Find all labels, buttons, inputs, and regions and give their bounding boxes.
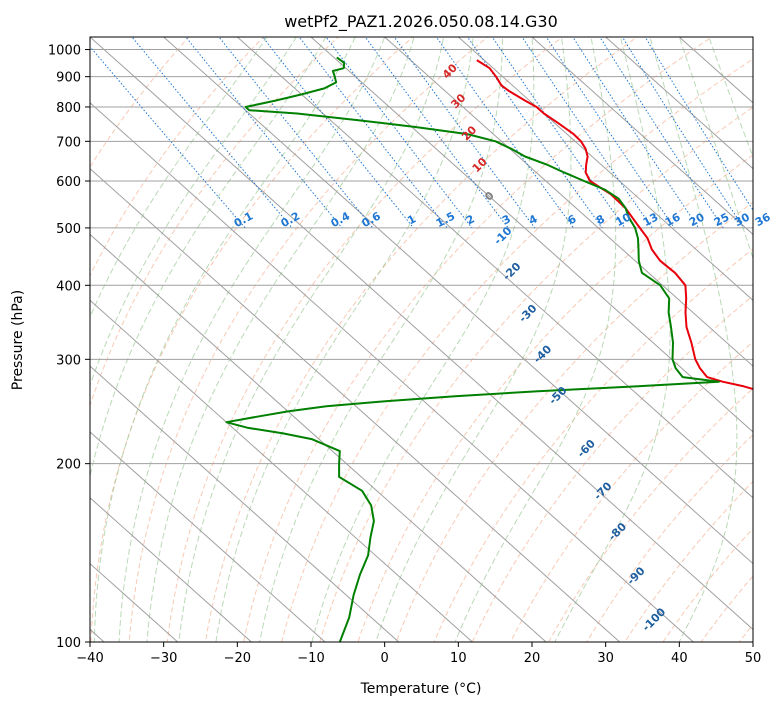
dry-adiabat xyxy=(395,201,753,642)
moist-adiabat xyxy=(93,37,356,642)
mixing-ratio-label: 10 xyxy=(613,210,633,229)
dry-adiabat xyxy=(548,387,753,642)
isotherm xyxy=(90,233,547,642)
x-tick-label: 0 xyxy=(381,651,389,666)
y-tick-label: 600 xyxy=(56,175,81,190)
mixing-ratio-line xyxy=(298,37,448,229)
y-tick-label: 500 xyxy=(56,222,81,237)
mixing-ratio-line xyxy=(599,37,724,229)
mixing-ratio-label: 30 xyxy=(732,210,752,229)
y-axis: 100 200 300 400 500 600 700 800 900 1000 xyxy=(48,44,90,651)
dry-adiabat xyxy=(243,37,713,642)
moist-adiabat xyxy=(311,37,535,642)
dry-adiabat xyxy=(433,248,753,642)
dewpoint-profile xyxy=(225,56,720,642)
x-tick-label: 10 xyxy=(450,651,467,666)
dry-adiabat xyxy=(204,37,638,642)
y-tick-label: 700 xyxy=(56,135,81,150)
moist-adiabat xyxy=(118,37,386,642)
moist-adiabat xyxy=(649,37,738,642)
mixing-ratio-line xyxy=(491,37,626,229)
isotherm xyxy=(162,37,753,565)
moist-adiabat xyxy=(90,37,268,319)
mixing-ratio-label: 20 xyxy=(687,210,707,229)
y-tick-label: 900 xyxy=(56,71,81,86)
isotherm xyxy=(236,37,753,499)
mixing-ratio-label: 36 xyxy=(753,210,773,229)
y-tick-label: 400 xyxy=(56,279,81,294)
mixing-ratio-label: 25 xyxy=(712,210,732,229)
moist-adiabat xyxy=(146,37,415,642)
plot-frame xyxy=(89,36,754,643)
moist-adiabat xyxy=(178,37,445,642)
isotherm xyxy=(90,299,474,642)
isotherm xyxy=(457,37,753,301)
moist-adiabat xyxy=(708,37,753,159)
isotherm xyxy=(90,365,400,642)
mixing-ratio-line xyxy=(644,37,753,212)
mixing-ratio-line xyxy=(90,45,246,229)
mixing-ratio-line xyxy=(572,37,700,229)
chart-title: wetPf2_PAZ1.2026.050.08.14.G30 xyxy=(284,12,558,32)
x-axis-label: Temperature (°C) xyxy=(360,681,482,697)
temperature-profile xyxy=(476,59,753,391)
isotherm xyxy=(90,497,253,642)
y-tick-label: 100 xyxy=(56,636,81,651)
mixing-ratio-line xyxy=(393,37,536,229)
isotherm xyxy=(90,37,753,631)
mixing-ratio-line xyxy=(466,37,603,229)
mixing-ratio-label: 13 xyxy=(641,210,661,229)
x-tick-label: 20 xyxy=(524,651,541,666)
moist-adiabat xyxy=(215,37,474,642)
isotherm xyxy=(90,102,695,642)
dry-adiabat xyxy=(281,58,753,642)
x-tick-label: −40 xyxy=(76,651,103,666)
dry-adiabat xyxy=(471,294,753,642)
y-tick-label: 1000 xyxy=(48,44,81,59)
x-axis: −40 −30 −20 −10 0 10 20 30 40 50 xyxy=(76,642,761,666)
moist-adiabat xyxy=(90,37,297,387)
mixing-ratio-line xyxy=(185,37,343,229)
x-tick-label: −10 xyxy=(297,651,324,666)
data-lines xyxy=(225,56,753,642)
isotherm xyxy=(90,167,621,642)
dry-adiabat xyxy=(166,37,564,642)
dry-adiabat xyxy=(90,37,190,168)
mixing-ratio-line xyxy=(521,37,653,229)
moist-adiabat xyxy=(259,37,504,642)
y-tick-label: 800 xyxy=(56,101,81,116)
moist-adiabat xyxy=(90,37,327,479)
y-tick-label: 300 xyxy=(56,353,81,368)
moist-adiabat xyxy=(678,37,753,261)
mixing-ratio-line xyxy=(545,37,675,229)
isotherm xyxy=(383,37,753,367)
moist-adiabat xyxy=(375,37,572,642)
isotherm xyxy=(604,37,753,170)
x-tick-label: −30 xyxy=(150,651,177,666)
moist-adiabat xyxy=(554,37,671,642)
x-tick-label: 40 xyxy=(671,651,688,666)
mixing-ratio-line xyxy=(218,37,374,229)
mixing-ratio-line xyxy=(364,37,509,229)
y-tick-label: 200 xyxy=(56,458,81,473)
y-axis-label: Pressure (hPa) xyxy=(10,290,26,390)
dry-adiabat xyxy=(90,37,339,407)
isotherm xyxy=(531,37,753,236)
background-lines xyxy=(90,37,753,642)
mixing-ratio-line xyxy=(435,37,575,229)
isotherm xyxy=(310,37,753,433)
mixing-ratio-label: 16 xyxy=(663,210,683,229)
isotherm xyxy=(90,431,326,642)
dry-adiabat xyxy=(90,37,265,277)
x-tick-label: −20 xyxy=(224,651,251,666)
mixing-ratio-line xyxy=(621,37,745,229)
x-tick-label: 50 xyxy=(745,651,762,666)
mixing-ratio-line xyxy=(262,37,414,229)
x-tick-label: 30 xyxy=(597,651,614,666)
